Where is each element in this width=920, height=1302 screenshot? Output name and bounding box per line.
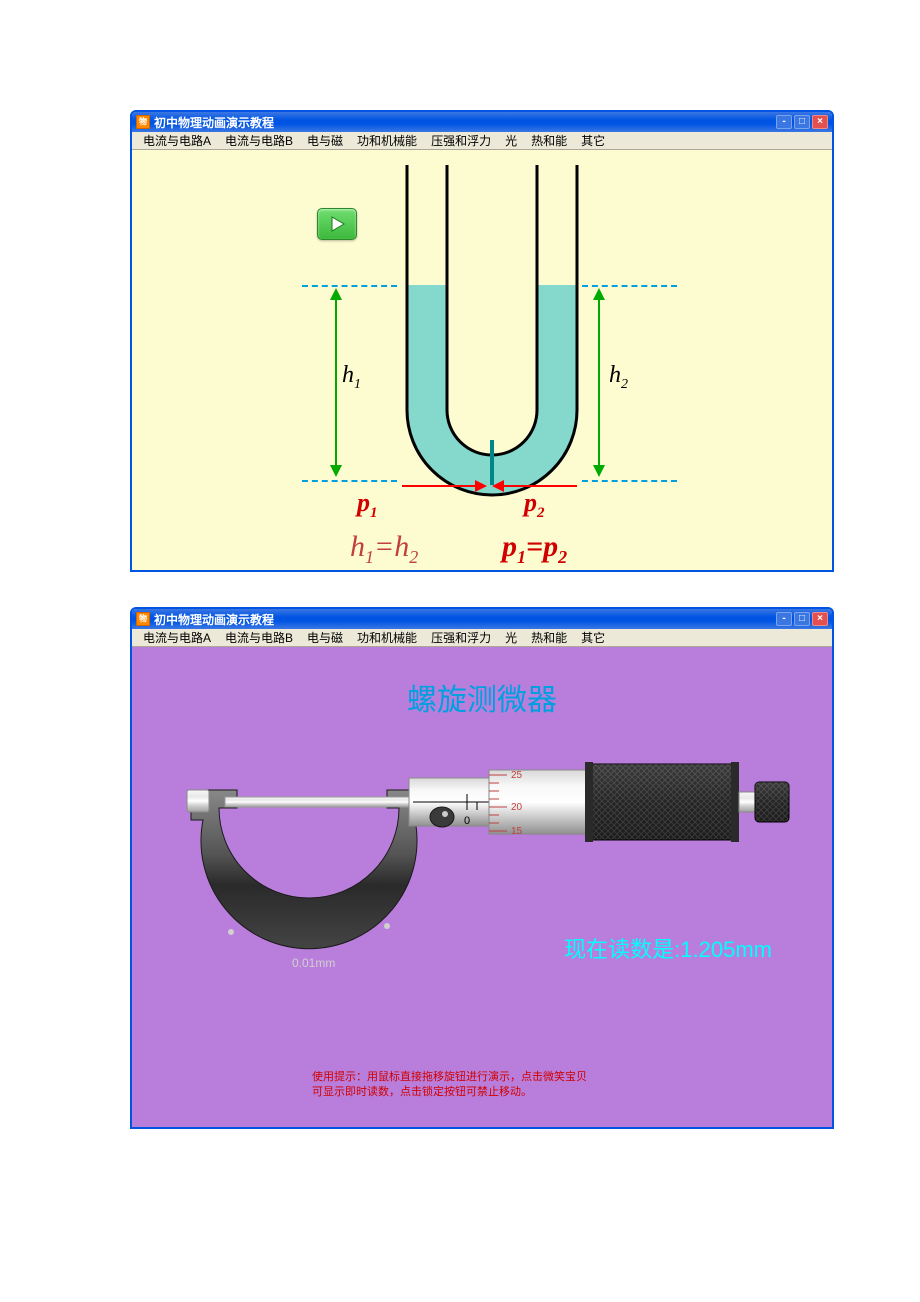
menu-item[interactable]: 电与磁: [300, 132, 350, 149]
h1-arrow-down: [330, 465, 342, 477]
utube-canvas: h1 h2 p1 p2 h1=h2 p1=p2: [132, 150, 832, 570]
precision-label: 0.01mm: [292, 956, 335, 970]
equation-h: h1=h2: [350, 530, 418, 568]
lock-ring[interactable]: [430, 807, 454, 827]
h2-arrow-line: [598, 300, 600, 465]
close-button[interactable]: ×: [812, 612, 828, 626]
maximize-button[interactable]: □: [794, 612, 810, 626]
menu-item[interactable]: 电与磁: [300, 629, 350, 646]
window-controls: - □ ×: [776, 115, 828, 129]
p1-arrow-head: [475, 480, 487, 492]
menu-item[interactable]: 电流与电路B: [218, 132, 300, 149]
h2-arrow-up: [593, 288, 605, 300]
h2-label: h2: [609, 362, 628, 393]
h1-label: h1: [342, 362, 361, 393]
ratchet-stem: [739, 792, 755, 812]
thimble[interactable]: [489, 770, 589, 834]
micrometer-heading: 螺旋测微器: [132, 675, 832, 719]
minimize-button[interactable]: -: [776, 612, 792, 626]
dash-line-top-left: [302, 285, 397, 287]
menu-item[interactable]: 功和机械能: [350, 132, 424, 149]
window-utube: 物 初中物理动画演示教程 - □ × 电流与电路A 电流与电路B 电与磁 功和机…: [130, 110, 834, 572]
main-scale-zero: 0: [464, 815, 470, 827]
grip-ring-right: [731, 762, 739, 842]
utube-diagram: [282, 155, 682, 505]
ratchet-shade: [755, 782, 789, 822]
titlebar: 物 初中物理动画演示教程 - □ ×: [132, 609, 832, 629]
minimize-button[interactable]: -: [776, 115, 792, 129]
p2-label: p2: [524, 488, 545, 522]
equation-p: p1=p2: [502, 530, 567, 568]
micrometer-frame: [191, 790, 427, 949]
window-controls: - □ ×: [776, 612, 828, 626]
menu-item[interactable]: 压强和浮力: [424, 629, 498, 646]
grip-ring-left: [585, 762, 593, 842]
svg-text:25: 25: [511, 770, 523, 781]
menubar: 电流与电路A 电流与电路B 电与磁 功和机械能 压强和浮力 光 热和能 其它: [132, 132, 832, 150]
maximize-button[interactable]: □: [794, 115, 810, 129]
dash-line-bottom-right: [582, 480, 677, 482]
menu-item[interactable]: 压强和浮力: [424, 132, 498, 149]
menu-item[interactable]: 光: [498, 132, 524, 149]
h2-arrow-down: [593, 465, 605, 477]
knurl-shade: [589, 764, 734, 840]
h1-arrow-up: [330, 288, 342, 300]
anvil: [187, 790, 209, 812]
window-micrometer: 物 初中物理动画演示教程 - □ × 电流与电路A 电流与电路B 电与磁 功和机…: [130, 607, 834, 1129]
app-icon: 物: [136, 612, 150, 626]
titlebar: 物 初中物理动画演示教程 - □ ×: [132, 112, 832, 132]
dash-line-top-right: [582, 285, 677, 287]
tube-inner: [447, 165, 537, 455]
reading-prefix: 现在读数是:: [564, 937, 680, 962]
p2-arrow-head: [492, 480, 504, 492]
frame-dot: [228, 929, 234, 935]
svg-text:20: 20: [511, 802, 523, 813]
close-button[interactable]: ×: [812, 115, 828, 129]
h1-arrow-line: [335, 300, 337, 465]
reading-value: 1.205mm: [680, 937, 772, 962]
menu-item[interactable]: 电流与电路A: [136, 629, 218, 646]
p1-label: p1: [357, 488, 378, 522]
svg-text:15: 15: [511, 826, 523, 837]
micrometer-canvas: 螺旋测微器: [132, 647, 832, 1127]
menu-item[interactable]: 热和能: [524, 629, 574, 646]
menu-item[interactable]: 电流与电路B: [218, 629, 300, 646]
menu-item[interactable]: 热和能: [524, 132, 574, 149]
p2-arrow-line: [502, 485, 577, 487]
menu-item[interactable]: 功和机械能: [350, 629, 424, 646]
usage-hint: 使用提示：用鼠标直接拖移旋钮进行演示，点击微笑宝贝 可显示即时读数，点击锁定按钮…: [312, 1070, 587, 1099]
menu-item[interactable]: 其它: [574, 629, 612, 646]
menu-item[interactable]: 其它: [574, 132, 612, 149]
menubar: 电流与电路A 电流与电路B 电与磁 功和机械能 压强和浮力 光 热和能 其它: [132, 629, 832, 647]
app-icon: 物: [136, 115, 150, 129]
p1-arrow-line: [402, 485, 477, 487]
spindle: [225, 797, 415, 807]
frame-dot: [384, 923, 390, 929]
window-title: 初中物理动画演示教程: [154, 114, 776, 131]
lock-dot: [442, 811, 448, 817]
window-title: 初中物理动画演示教程: [154, 611, 776, 628]
menu-item[interactable]: 光: [498, 629, 524, 646]
menu-item[interactable]: 电流与电路A: [136, 132, 218, 149]
dash-line-bottom-left: [302, 480, 397, 482]
reading-display: 现在读数是:1.205mm: [564, 932, 772, 964]
